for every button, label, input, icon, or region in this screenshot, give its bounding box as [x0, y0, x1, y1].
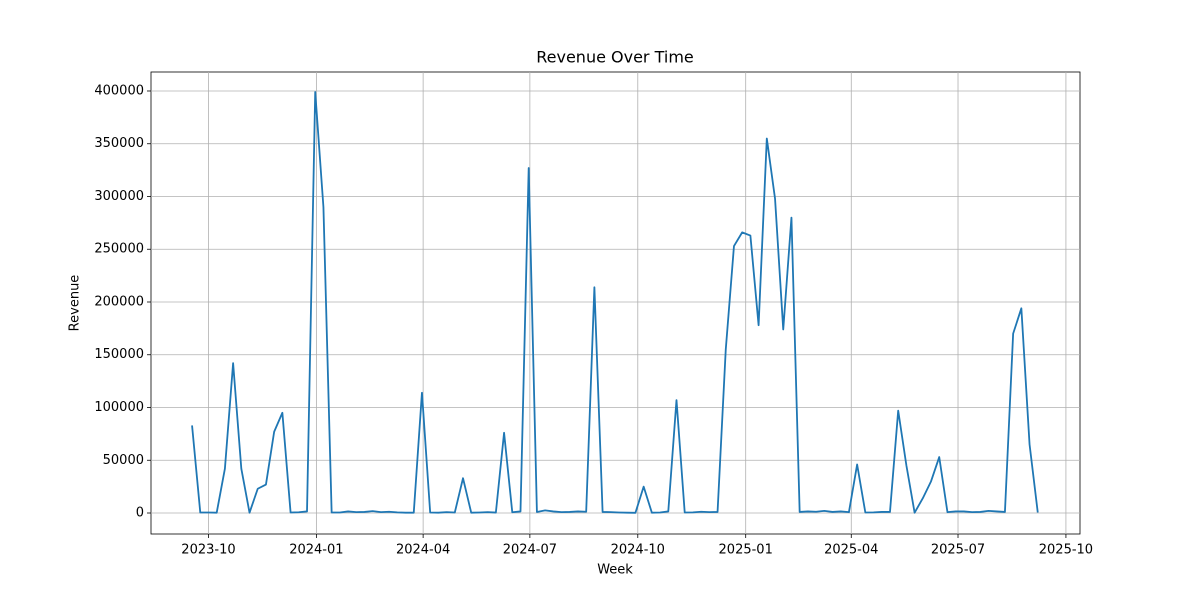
x-tick-label: 2025-04 [824, 543, 878, 558]
x-tick-label: 2023-10 [181, 543, 235, 558]
y-tick-label: 250000 [94, 242, 144, 257]
y-tick-label: 300000 [94, 189, 144, 204]
y-tick-label: 0 [136, 506, 144, 521]
x-tick-label: 2024-04 [396, 543, 450, 558]
y-tick-label: 200000 [94, 294, 144, 309]
y-tick-label: 150000 [94, 347, 144, 362]
y-axis-label: Revenue [68, 275, 83, 332]
x-tick-label: 2025-10 [1039, 543, 1093, 558]
x-tick-label: 2024-01 [289, 543, 343, 558]
y-tick-label: 100000 [94, 400, 144, 415]
y-tick-label: 400000 [94, 83, 144, 98]
plot-frame [150, 71, 1081, 535]
x-tick-label: 2024-07 [503, 543, 557, 558]
x-tick-label: 2025-01 [719, 543, 773, 558]
x-tick-label: 2024-10 [611, 543, 665, 558]
x-tick-label: 2025-07 [931, 543, 985, 558]
y-tick-label: 50000 [103, 453, 144, 468]
y-tick-label: 350000 [94, 136, 144, 151]
x-axis-label: Week [597, 563, 633, 578]
series-line [191, 91, 1039, 514]
chart-title: Revenue Over Time [536, 48, 694, 67]
